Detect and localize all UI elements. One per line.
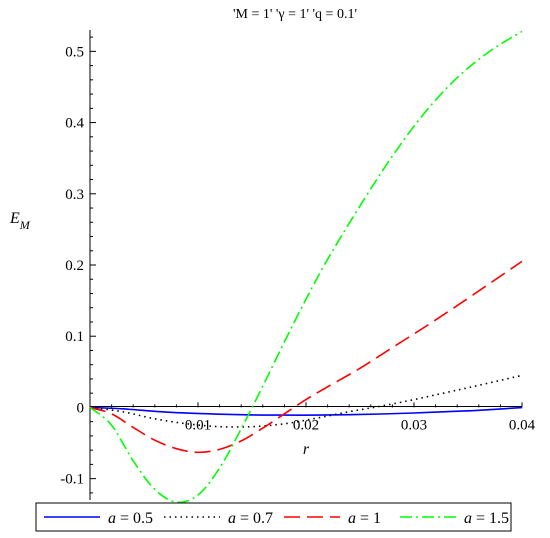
series-line-3 [89,260,523,454]
x-tick-label: 0.03 [401,417,427,433]
x-ticks: 0.01 0.02 0.03 0.04 [111,402,536,433]
x-tick-label: 0.02 [293,417,319,433]
y-tick-label: 0.4 [65,116,84,132]
legend: a = 0.5 a = 0.7 a = 1 a = 1.5 [35,502,512,532]
series-line-4 [89,30,523,504]
x-tick-label: 0.01 [185,417,211,433]
legend-label-1: a = 0.5 [108,510,153,527]
x-tick-label: 0.04 [509,417,536,433]
axes: 0.01 0.02 0.03 0.04 -0.1 0 0.1 0.2 0.3 0.4 0.5 [60,30,536,500]
y-tick-label: -0.1 [60,472,84,488]
legend-label-3: a = 1 [348,510,381,527]
y-axis-label: EM [9,210,31,232]
y-tick-label: 0.5 [65,44,84,60]
y-tick-label: 0 [77,400,85,416]
legend-label-2: a = 0.7 [228,510,273,527]
series-line-1 [89,406,523,416]
y-axis-label-subscript: M [19,218,31,232]
y-tick-label: 0.3 [65,187,84,203]
series-line-2 [89,374,523,428]
chart-title: 'M = 1' 'γ = 1' 'q = 0.1' [233,7,357,22]
y-axis-label-main: E [9,210,20,227]
series-layer [89,30,523,504]
y-ticks: -0.1 0 0.1 0.2 0.3 0.4 0.5 [60,36,96,494]
x-axis-label: r [303,441,310,458]
y-tick-label: 0.2 [65,258,84,274]
legend-label-4: a = 1.5 [464,510,509,527]
y-tick-label: 0.1 [65,329,84,345]
